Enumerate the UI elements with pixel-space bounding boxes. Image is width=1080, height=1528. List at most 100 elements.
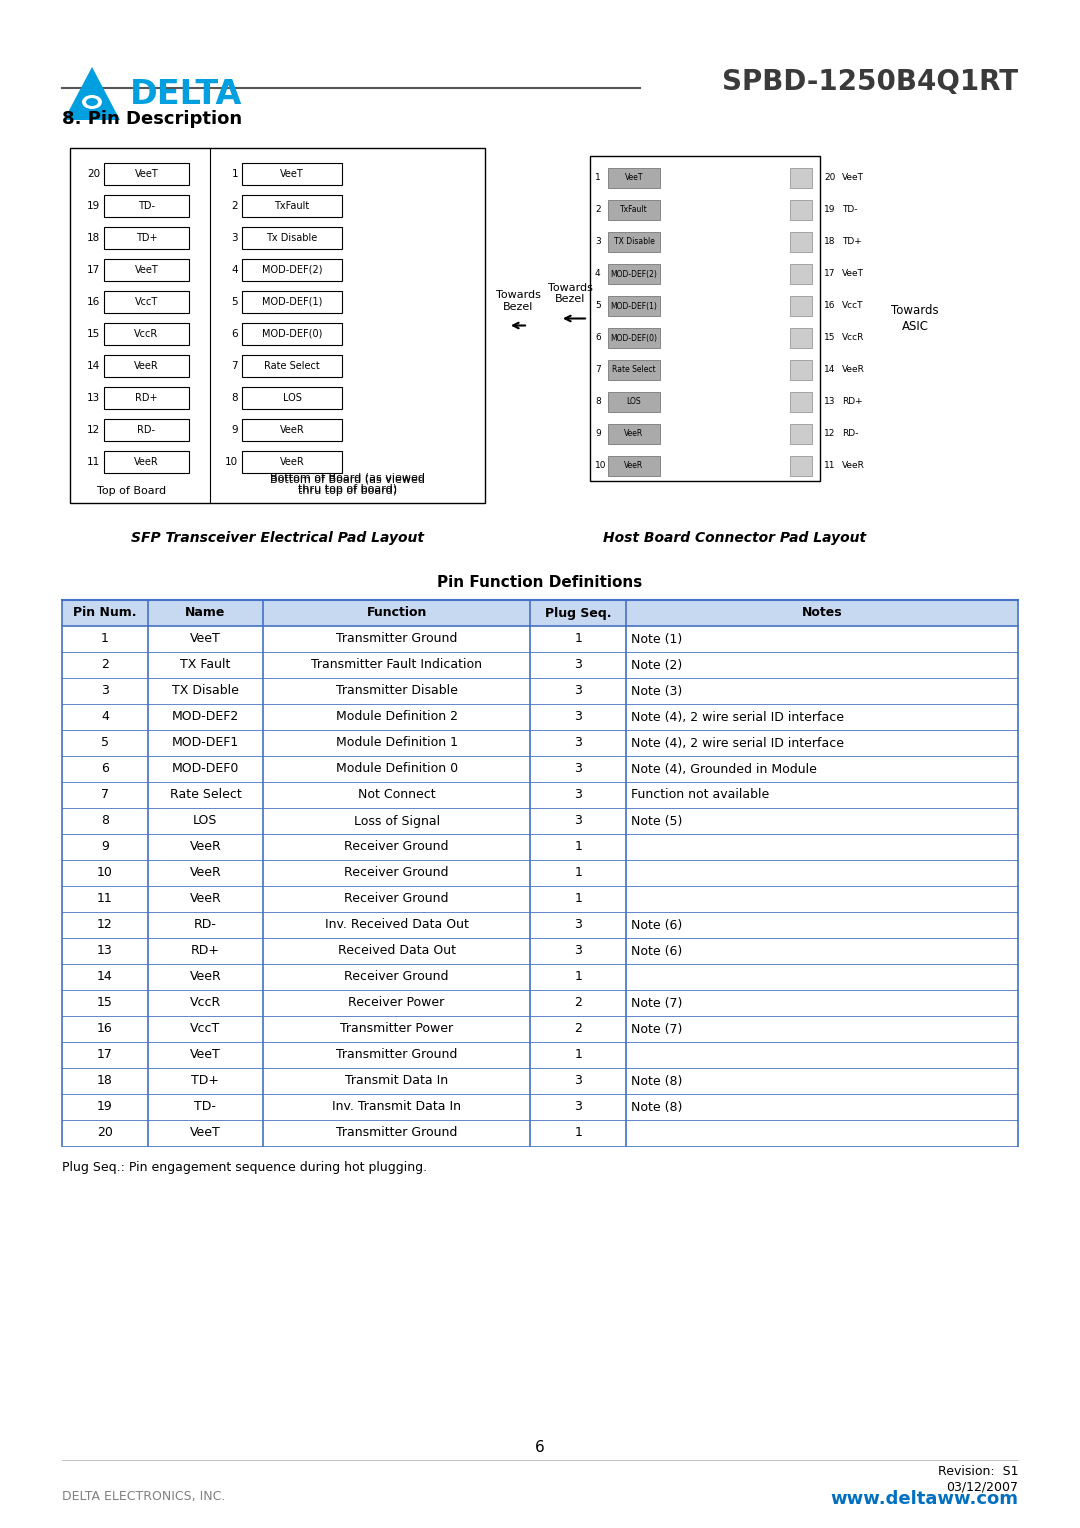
Text: 11: 11: [86, 457, 100, 468]
Text: Transmitter Ground: Transmitter Ground: [336, 1126, 457, 1140]
Bar: [242, 163, 342, 185]
Text: 03/12/2007: 03/12/2007: [946, 1481, 1018, 1493]
Text: 12: 12: [86, 425, 100, 435]
Text: VeeT: VeeT: [135, 170, 159, 179]
Bar: [104, 228, 189, 249]
Bar: [104, 354, 189, 377]
Text: Not Connect: Not Connect: [357, 788, 435, 802]
Text: 3: 3: [575, 1074, 582, 1088]
Text: VeeT: VeeT: [190, 1126, 220, 1140]
Text: TX Disable: TX Disable: [613, 237, 654, 246]
Text: 3: 3: [575, 711, 582, 723]
Bar: [608, 168, 660, 188]
Text: Inv. Transmit Data In: Inv. Transmit Data In: [333, 1100, 461, 1114]
Text: 10: 10: [595, 461, 607, 471]
Text: Pin Num.: Pin Num.: [73, 607, 137, 619]
Text: 3: 3: [575, 788, 582, 802]
Text: VeeR: VeeR: [189, 892, 221, 906]
Text: Receiver Power: Receiver Power: [349, 996, 445, 1010]
Bar: [242, 196, 342, 217]
Text: Plug Seq.: Pin engagement sequence during hot plugging.: Plug Seq.: Pin engagement sequence durin…: [62, 1161, 427, 1174]
Text: 20: 20: [97, 1126, 113, 1140]
Text: 13: 13: [824, 397, 836, 406]
Text: Notes: Notes: [801, 607, 842, 619]
Text: 9: 9: [102, 840, 109, 854]
Text: RD-: RD-: [137, 425, 156, 435]
Text: 8: 8: [595, 397, 600, 406]
Text: VeeT: VeeT: [190, 1048, 220, 1062]
Text: MOD-DEF(1): MOD-DEF(1): [610, 301, 658, 310]
Text: VeeR: VeeR: [280, 457, 305, 468]
Text: 18: 18: [86, 232, 100, 243]
Text: 7: 7: [231, 361, 238, 371]
Text: Function not available: Function not available: [631, 788, 769, 802]
Text: VeeR: VeeR: [134, 361, 159, 371]
Text: 3: 3: [575, 944, 582, 958]
Text: 3: 3: [575, 1100, 582, 1114]
Text: Note (3): Note (3): [631, 685, 683, 697]
Text: Note (4), 2 wire serial ID interface: Note (4), 2 wire serial ID interface: [631, 736, 845, 750]
Text: 5: 5: [595, 301, 600, 310]
Text: Transmitter Ground: Transmitter Ground: [336, 633, 457, 645]
Text: Plug Seq.: Plug Seq.: [545, 607, 611, 619]
Text: TD+: TD+: [842, 237, 862, 246]
Text: Received Data Out: Received Data Out: [338, 944, 456, 958]
Text: Note (4), Grounded in Module: Note (4), Grounded in Module: [631, 762, 816, 776]
Text: 15: 15: [97, 996, 113, 1010]
Bar: [789, 296, 812, 316]
Text: Receiver Ground: Receiver Ground: [345, 970, 449, 984]
Text: 3: 3: [595, 237, 600, 246]
Text: VeeT: VeeT: [135, 264, 159, 275]
Text: VeeR: VeeR: [189, 970, 221, 984]
Text: 17: 17: [86, 264, 100, 275]
Text: 17: 17: [824, 269, 836, 278]
Bar: [590, 156, 820, 481]
Text: MOD-DEF(0): MOD-DEF(0): [261, 329, 322, 339]
Text: 3: 3: [575, 918, 582, 932]
Text: 20: 20: [86, 170, 100, 179]
Text: 6: 6: [535, 1439, 545, 1455]
Text: Rate Select: Rate Select: [170, 788, 241, 802]
Text: 3: 3: [231, 232, 238, 243]
Text: Module Definition 1: Module Definition 1: [336, 736, 458, 750]
Bar: [242, 260, 342, 281]
Text: LOS: LOS: [283, 393, 301, 403]
Text: 2: 2: [231, 202, 238, 211]
Bar: [242, 419, 342, 442]
Text: Note (6): Note (6): [631, 918, 683, 932]
Text: MOD-DEF(2): MOD-DEF(2): [261, 264, 322, 275]
Text: VeeR: VeeR: [189, 840, 221, 854]
Text: Module Definition 2: Module Definition 2: [336, 711, 458, 723]
Bar: [608, 423, 660, 445]
Text: DELTA ELECTRONICS, INC.: DELTA ELECTRONICS, INC.: [62, 1490, 226, 1504]
Bar: [789, 200, 812, 220]
Text: 16: 16: [97, 1022, 113, 1036]
Text: 7: 7: [102, 788, 109, 802]
Text: VccT: VccT: [842, 301, 864, 310]
Bar: [242, 354, 342, 377]
Text: Pin Function Definitions: Pin Function Definitions: [437, 575, 643, 590]
Text: TX Fault: TX Fault: [180, 659, 231, 671]
Bar: [608, 329, 660, 348]
Text: VeeT: VeeT: [280, 170, 303, 179]
Text: 1: 1: [595, 174, 600, 182]
Bar: [104, 290, 189, 313]
Text: 9: 9: [595, 429, 600, 439]
Text: Towards
Bezel: Towards Bezel: [548, 283, 593, 304]
Text: 8: 8: [231, 393, 238, 403]
Text: 1: 1: [575, 840, 582, 854]
Text: Towards
ASIC: Towards ASIC: [891, 304, 939, 333]
Text: 13: 13: [86, 393, 100, 403]
Text: VeeT: VeeT: [624, 174, 644, 182]
Text: TxFault: TxFault: [620, 205, 648, 214]
Text: VeeR: VeeR: [189, 866, 221, 880]
Text: 19: 19: [97, 1100, 113, 1114]
Bar: [789, 329, 812, 348]
Bar: [104, 387, 189, 410]
Text: TxFault: TxFault: [274, 202, 310, 211]
Text: DELTA: DELTA: [130, 78, 242, 110]
Text: 1: 1: [575, 970, 582, 984]
Text: 18: 18: [824, 237, 836, 246]
Text: 3: 3: [575, 659, 582, 671]
Bar: [242, 228, 342, 249]
